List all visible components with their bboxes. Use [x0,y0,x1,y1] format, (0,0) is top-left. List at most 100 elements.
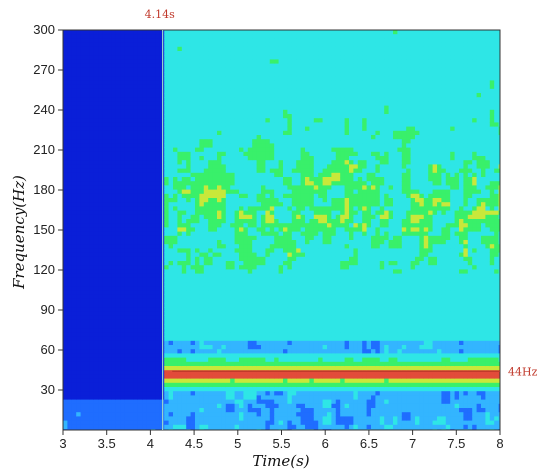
heatmap-cell [278,219,284,224]
heatmap-cell [67,46,73,52]
heatmap-cell [129,269,134,274]
heatmap-cell [63,143,68,148]
heatmap-cell [177,269,183,274]
heatmap-cell [274,59,279,64]
heatmap-cell [67,210,73,216]
heatmap-cell [230,55,235,60]
heatmap-cell [230,357,235,363]
heatmap-cell [199,114,205,119]
heatmap-cell [168,193,174,199]
heatmap-cell [168,46,174,52]
heatmap-cell [85,307,90,312]
heatmap-cell [164,72,169,77]
heatmap-cell [181,227,187,232]
heatmap-cell [85,101,90,106]
heatmap-cell [133,172,139,178]
heatmap-cell [133,185,139,190]
heatmap-cell [230,126,235,132]
heatmap-cell [181,277,187,283]
heatmap-cell [89,265,95,270]
heatmap-cell [217,139,222,144]
heatmap-cell [107,345,112,350]
heatmap-cell [102,240,108,245]
heatmap-cell [225,282,231,287]
heatmap-cell [173,298,178,304]
heatmap-cell [155,76,161,81]
heatmap-cell [186,114,191,119]
heatmap-cell [93,177,99,182]
heatmap-cell [151,210,156,216]
heatmap-cell [239,193,244,199]
heatmap-cell [287,374,293,379]
heatmap-cell [239,248,244,253]
heatmap-cell [129,38,134,43]
heatmap-cell [199,177,205,182]
heatmap-cell [80,126,86,132]
heatmap-cell [146,395,152,400]
heatmap-cell [142,416,147,421]
heatmap-cell [164,67,169,73]
heatmap-cell [195,118,200,123]
heatmap-cell [93,273,99,279]
heatmap-cell [225,374,231,379]
heatmap-cell [76,126,81,132]
heatmap-cell [186,366,191,371]
heatmap-cell [261,114,266,119]
heatmap-cell [76,223,81,228]
heatmap-cell [212,311,218,316]
heatmap-cell [107,361,112,367]
heatmap-cell [173,202,178,207]
heatmap-cell [256,298,262,304]
heatmap-cell [217,336,222,342]
heatmap-cell [247,160,253,165]
heatmap-cell [186,80,191,85]
heatmap-cell [98,345,103,350]
heatmap-cell [115,319,121,325]
heatmap-cell [243,219,249,224]
heatmap-cell [261,210,266,216]
heatmap-cell [177,244,183,249]
heatmap-cell [239,189,244,195]
heatmap-cell [124,76,130,81]
heatmap-cell [283,252,288,258]
heatmap-cell [151,42,156,48]
heatmap-cell [190,42,196,48]
heatmap-cell [89,307,95,312]
heatmap-cell [115,307,121,312]
heatmap-cell [89,72,95,77]
heatmap-cell [89,387,95,392]
heatmap-cell [247,223,253,228]
heatmap-cell [283,172,288,178]
heatmap-cell [142,118,147,123]
heatmap-cell [243,298,249,304]
heatmap-cell [177,349,183,354]
heatmap-cell [225,395,231,400]
heatmap-cell [85,311,90,316]
heatmap-cell [76,290,81,295]
heatmap-cell [155,240,161,245]
heatmap-cell [199,252,205,258]
heatmap-cell [256,177,262,182]
heatmap-cell [93,63,99,69]
heatmap-cell [265,198,271,203]
heatmap-cell [89,168,95,174]
heatmap-cell [67,361,73,367]
heatmap-cell [265,324,271,329]
heatmap-cell [98,105,103,111]
heatmap-cell [124,198,130,203]
heatmap-cell [230,143,235,148]
heatmap-cell [208,126,213,132]
heatmap-cell [208,240,213,245]
heatmap-cell [247,164,253,169]
heatmap-cell [71,101,77,106]
heatmap-cell [93,193,99,199]
heatmap-cell [181,252,187,258]
heatmap-cell [195,328,200,333]
heatmap-cell [76,135,81,140]
heatmap-cell [199,311,205,316]
heatmap-cell [269,84,275,90]
heatmap-cell [283,63,288,69]
heatmap-cell [287,93,293,98]
heatmap-cell [186,349,191,354]
heatmap-cell [85,374,90,379]
